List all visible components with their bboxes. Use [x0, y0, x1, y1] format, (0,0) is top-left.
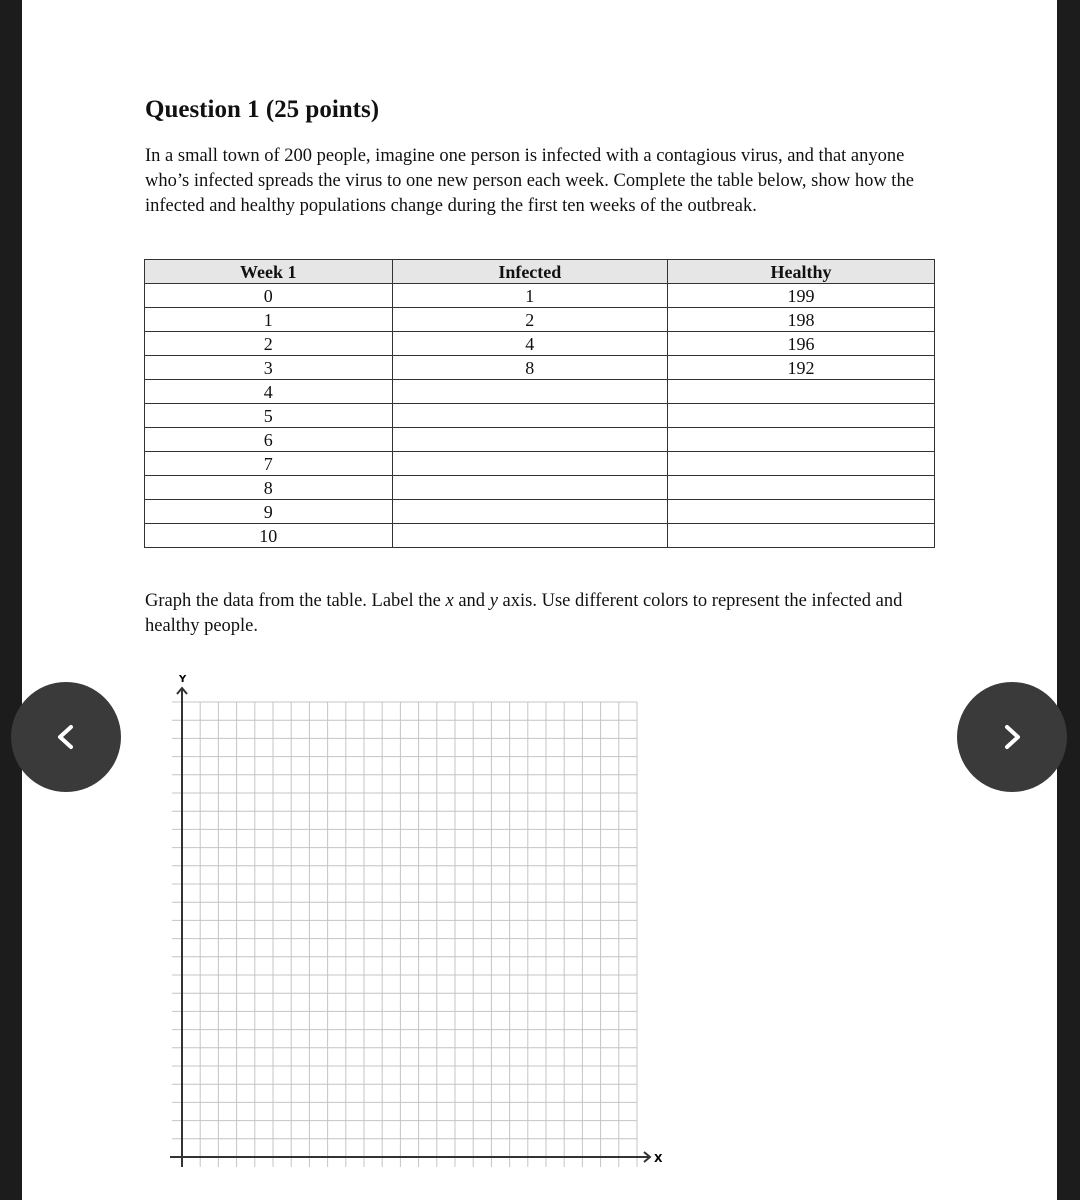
cell-week: 0: [144, 283, 393, 308]
cell-healthy: 199: [667, 283, 935, 308]
cell-infected: [391, 427, 669, 452]
cell-healthy: 192: [667, 355, 935, 380]
graph-prompt-x: x: [445, 591, 454, 611]
y-axis-arrow: [176, 686, 188, 695]
graph-prompt-text: and: [453, 591, 490, 611]
graph-prompt: Graph the data from the table. Label the…: [145, 589, 925, 639]
graph-prompt-text: axis. Use different colors to represent …: [145, 591, 903, 636]
question-title: Question 1 (25 points): [145, 96, 380, 123]
graph-prompt-y: y: [489, 591, 498, 611]
document-page: [22, 0, 1057, 1200]
cell-infected: [391, 475, 669, 500]
cell-healthy: [667, 499, 935, 524]
table-row: 8: [144, 475, 935, 500]
table-row: 4: [144, 379, 935, 404]
previous-page-button[interactable]: [11, 682, 121, 792]
x-axis-arrow: [643, 1151, 652, 1163]
cell-week: 5: [144, 403, 393, 428]
cell-week: 4: [144, 379, 393, 404]
graph-grid: Y X: [170, 674, 663, 1167]
table-row: 2 4 196: [144, 331, 935, 356]
cell-infected: 8: [391, 355, 669, 380]
cell-week: 3: [144, 355, 393, 380]
cell-week: 9: [144, 499, 393, 524]
cell-healthy: 198: [667, 307, 935, 332]
x-axis-label: X: [654, 1152, 663, 1165]
table-row: 7: [144, 451, 935, 476]
cell-healthy: [667, 523, 935, 548]
cell-week: 6: [144, 427, 393, 452]
table-row: 0 1 199: [144, 283, 935, 308]
table-row: 6: [144, 427, 935, 452]
cell-healthy: [667, 403, 935, 428]
table-row: 9: [144, 499, 935, 524]
cell-week: 8: [144, 475, 393, 500]
chevron-left-icon: [58, 725, 73, 749]
cell-infected: 1: [391, 283, 669, 308]
cell-healthy: [667, 451, 935, 476]
chevron-right-icon: [1005, 725, 1020, 749]
cell-infected: [391, 499, 669, 524]
cell-healthy: 196: [667, 331, 935, 356]
cell-healthy: [667, 379, 935, 404]
table-row: 5: [144, 403, 935, 428]
table-row: 3 8 192: [144, 355, 935, 380]
question-prompt: In a small town of 200 people, imagine o…: [145, 146, 914, 216]
header-infected: Infected: [391, 259, 669, 284]
cell-healthy: [667, 427, 935, 452]
cell-infected: [391, 403, 669, 428]
table-row: 10: [144, 523, 935, 548]
data-table: Week 1 Infected Healthy 0 1 199 1 2 198 2 4 196 3…: [144, 259, 935, 548]
graph-prompt-text: Graph the data from the table. Label the: [145, 591, 446, 611]
cell-infected: [391, 523, 669, 548]
cell-healthy: [667, 475, 935, 500]
y-axis-label: Y: [178, 674, 187, 685]
cell-week: 10: [144, 523, 393, 548]
cell-week: 7: [144, 451, 393, 476]
cell-infected: [391, 451, 669, 476]
cell-infected: 2: [391, 307, 669, 332]
cell-week: 2: [144, 331, 393, 356]
next-page-button[interactable]: [957, 682, 1067, 792]
header-week: Week 1: [144, 259, 393, 284]
cell-week: 1: [144, 307, 393, 332]
header-healthy: Healthy: [667, 259, 935, 284]
cell-infected: [391, 379, 669, 404]
table-row: 1 2 198: [144, 307, 935, 332]
cell-infected: 4: [391, 331, 669, 356]
